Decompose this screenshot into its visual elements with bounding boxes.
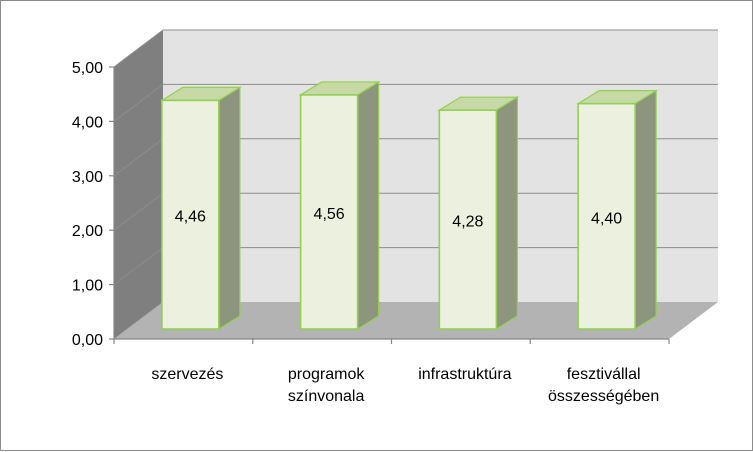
bar (298, 80, 381, 331)
data-label: 4,56 (314, 206, 345, 223)
gridline-side-1 (113, 247, 164, 285)
bar-side-face (218, 86, 241, 331)
y-tick-label: 5,00 (72, 60, 103, 77)
category-label: szervezés (151, 366, 223, 383)
data-labels: 4,46 4,56 4,28 4,40 (175, 206, 622, 231)
bar (576, 89, 659, 331)
data-label: 4,40 (591, 210, 622, 227)
category-axis-labels: szervezés programok színvonala infrastruktú… (151, 366, 659, 405)
bar-front-face (438, 109, 498, 330)
category-label: infrastruktúra (418, 366, 511, 383)
gridline-side-3 (113, 138, 164, 177)
category-label: programok színvonala (288, 366, 365, 405)
y-tick-label: 0,00 (72, 332, 103, 349)
data-label: 4,46 (175, 209, 206, 226)
side-wall (114, 30, 163, 339)
chart-floor (114, 302, 718, 339)
y-tick-label: 1,00 (72, 278, 103, 295)
floor-plane (114, 302, 718, 339)
bar-front-face (161, 99, 220, 330)
bar-front-face (299, 94, 359, 330)
category-label: fesztivállal összességében (548, 366, 659, 405)
bar-front-face (577, 102, 636, 330)
category-label-line: infrastruktúra (418, 366, 511, 383)
y-tick-label: 2,00 (72, 223, 103, 240)
data-label: 4,28 (452, 214, 483, 231)
value-axis: 0,00 1,00 2,00 3,00 4,00 5,00 (72, 60, 670, 349)
bar-series (159, 80, 659, 331)
y-tick-label: 4,00 (72, 114, 103, 131)
category-label-line: szervezés (151, 366, 223, 383)
bar-side-face (357, 80, 380, 331)
category-label-line: összességében (548, 388, 659, 405)
category-label-line: színvonala (288, 388, 365, 405)
category-label-line: fesztivállal (567, 366, 641, 383)
gridline-side-4 (113, 84, 164, 122)
y-tick-label: 3,00 (72, 169, 103, 186)
category-label-line: programok (288, 366, 365, 383)
gridline-side-5 (113, 29, 164, 68)
bar-side-face (495, 96, 518, 331)
bar (437, 96, 520, 331)
bar-side-face (634, 89, 657, 331)
gridline-side-2 (113, 192, 164, 231)
bar (159, 86, 242, 331)
